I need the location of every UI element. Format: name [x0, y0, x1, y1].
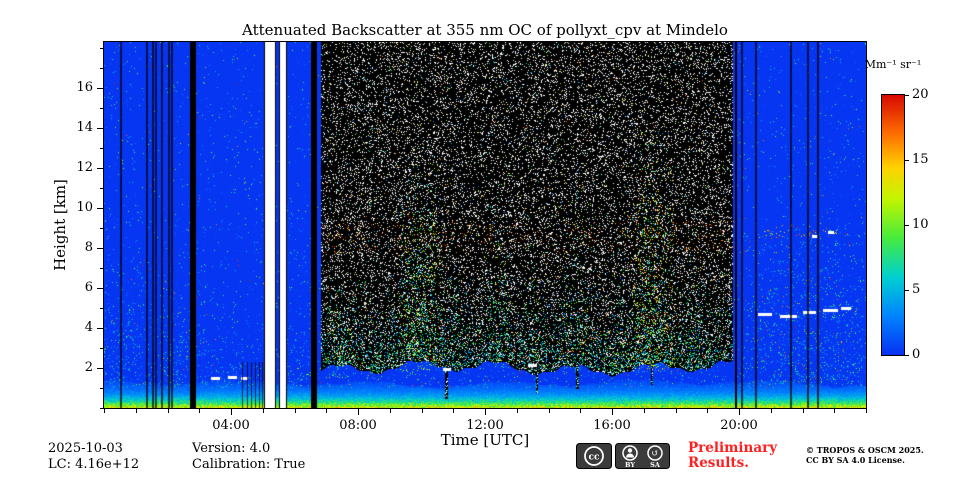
- y-tick: [97, 168, 103, 169]
- y-tick: [99, 388, 103, 389]
- colorbar: [881, 94, 905, 356]
- sa-letters: SA: [650, 461, 661, 469]
- y-tick: [97, 328, 103, 329]
- sa-arrow-glyph: ↺: [651, 449, 659, 459]
- preliminary-note: Preliminary Results.: [688, 441, 777, 471]
- y-tick: [97, 368, 103, 369]
- x-axis-label: Time [UTC]: [440, 431, 530, 449]
- y-tick: [99, 408, 103, 409]
- colorbar-tick-label: 5: [912, 282, 921, 297]
- x-tick: [612, 409, 613, 415]
- y-tick: [99, 268, 103, 269]
- by-letters: BY: [625, 461, 635, 469]
- x-tick: [135, 409, 137, 413]
- cc-badge-graphic: cc BY ↺ SA: [576, 443, 670, 469]
- y-tick: [97, 208, 103, 209]
- x-tick-label: 16:00: [593, 418, 631, 433]
- y-tick-label: 10: [76, 200, 93, 215]
- x-tick-label: 20:00: [720, 418, 758, 433]
- colorbar-tick-label: 0: [912, 347, 921, 362]
- x-tick: [707, 409, 709, 413]
- preliminary-line1: Preliminary: [688, 440, 778, 456]
- sa-arrow-icon: [647, 445, 663, 461]
- x-tick: [485, 409, 486, 415]
- y-axis-label: Height [km]: [51, 179, 69, 271]
- y-tick-label: 6: [84, 280, 93, 295]
- cc-circle-icon: [584, 446, 604, 466]
- footer-calibration: Calibration: True: [192, 457, 306, 472]
- y-tick-label: 14: [76, 120, 93, 135]
- y-tick-label: 4: [84, 320, 93, 335]
- chart-title: Attenuated Backscatter at 355 nm OC of p…: [242, 21, 728, 39]
- copyright-line1: © TROPOS & OSCM 2025.: [806, 445, 924, 455]
- y-tick: [99, 68, 103, 69]
- footer-version: Version: 4.0: [192, 441, 271, 456]
- cc-license-badge: cc BY ↺ SA: [576, 443, 670, 473]
- x-tick: [834, 409, 836, 413]
- y-tick-label: 2: [84, 360, 93, 375]
- by-person-icon: [622, 445, 638, 461]
- x-tick-label: 12:00: [466, 418, 504, 433]
- preliminary-line2: Results.: [688, 455, 749, 471]
- colorbar-tick: [905, 225, 909, 226]
- cc-letters: cc: [589, 453, 600, 463]
- x-tick: [802, 409, 804, 413]
- x-tick: [231, 409, 232, 415]
- y-tick: [99, 148, 103, 149]
- x-tick: [643, 409, 645, 413]
- y-tick: [99, 188, 103, 189]
- y-tick-label: 12: [76, 160, 93, 175]
- colorbar-tick-label: 10: [912, 217, 929, 232]
- x-tick: [199, 409, 201, 413]
- backscatter-heatmap: [103, 41, 867, 409]
- x-tick: [675, 409, 677, 413]
- x-tick: [262, 409, 264, 413]
- x-tick: [326, 409, 328, 413]
- x-tick: [421, 409, 423, 413]
- x-tick: [358, 409, 359, 415]
- x-tick: [739, 409, 740, 415]
- footer-date: 2025-10-03: [48, 441, 123, 456]
- y-tick-label: 8: [84, 240, 93, 255]
- x-tick: [453, 409, 455, 413]
- copyright-note: © TROPOS & OSCM 2025. CC BY SA 4.0 Licen…: [806, 445, 924, 465]
- footer-lidar-constant: LC: 4.16e+12: [48, 457, 140, 472]
- x-tick: [548, 409, 550, 413]
- x-tick: [866, 409, 867, 413]
- x-tick: [580, 409, 582, 413]
- x-tick-label: 04:00: [212, 418, 250, 433]
- y-tick: [97, 248, 103, 249]
- y-tick-label: 16: [76, 80, 93, 95]
- y-tick: [99, 348, 103, 349]
- colorbar-tick-label: 15: [912, 152, 929, 167]
- colorbar-unit-label: Mm⁻¹ sr⁻¹: [864, 58, 922, 71]
- colorbar-tick-label: 20: [912, 87, 929, 102]
- y-tick: [99, 308, 103, 309]
- x-tick-label: 08:00: [339, 418, 377, 433]
- x-tick: [770, 409, 772, 413]
- y-tick: [97, 128, 103, 129]
- x-tick: [167, 409, 169, 413]
- y-tick: [99, 108, 103, 109]
- colorbar-tick: [905, 95, 909, 96]
- colorbar-tick: [905, 290, 909, 291]
- y-tick: [99, 228, 103, 229]
- x-tick: [104, 409, 105, 413]
- y-tick: [97, 288, 103, 289]
- colorbar-tick: [905, 160, 909, 161]
- y-tick: [99, 48, 103, 49]
- x-tick: [516, 409, 518, 413]
- copyright-line2: CC BY SA 4.0 License.: [806, 455, 905, 465]
- x-tick: [294, 409, 296, 413]
- y-tick: [97, 88, 103, 89]
- x-tick: [389, 409, 391, 413]
- colorbar-tick: [905, 355, 909, 356]
